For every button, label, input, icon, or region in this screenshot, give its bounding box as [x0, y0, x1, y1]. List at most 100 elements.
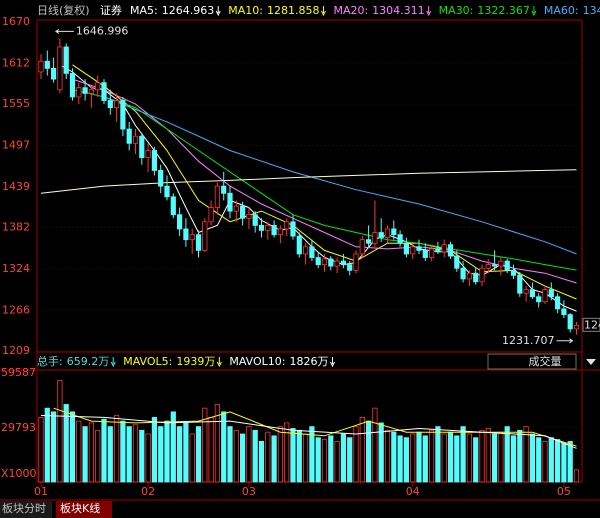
- candle-body: [435, 248, 441, 253]
- candle-body: [164, 185, 170, 198]
- volume-bar: [296, 429, 302, 483]
- candle-body: [296, 235, 302, 255]
- legend-value: 1939万: [176, 355, 215, 368]
- selector-arrow[interactable]: [586, 359, 596, 365]
- volume-bar: [479, 429, 485, 483]
- candle-body: [321, 258, 328, 266]
- volume-bar: [340, 433, 347, 483]
- down-arrow: [330, 357, 335, 368]
- candle-body: [473, 272, 479, 283]
- candle-body: [573, 324, 580, 330]
- volume-bar: [170, 411, 176, 483]
- volume-bar: [561, 442, 567, 483]
- tab[interactable]: 板块分时: [2, 501, 46, 515]
- candle-body: [239, 205, 246, 219]
- volume-bar: [214, 404, 220, 483]
- candle-body: [208, 207, 214, 223]
- volume-bar: [208, 416, 214, 483]
- candle-body: [107, 100, 113, 109]
- candle-body: [441, 244, 447, 253]
- volume-bar: [353, 426, 359, 483]
- volume-bar: [246, 426, 252, 483]
- panel-selector[interactable]: [487, 353, 577, 370]
- volume-bar: [145, 433, 151, 483]
- legend-name: MAVOL10:: [229, 355, 285, 368]
- volume-bar: [328, 435, 334, 483]
- legend-name: MAVOL5:: [123, 355, 172, 368]
- panel-selector-label[interactable]: 成交量: [529, 354, 562, 368]
- candle-body: [170, 196, 176, 216]
- candle-body: [347, 264, 353, 271]
- candle-body: [145, 150, 151, 158]
- candle-body: [561, 308, 567, 316]
- volume-bar: [422, 435, 428, 483]
- volume-bar: [315, 437, 321, 483]
- candle-body: [101, 82, 107, 101]
- candle-body: [391, 228, 397, 236]
- volume-bar: [44, 407, 50, 483]
- volume-bar: [321, 439, 328, 483]
- candle-body: [214, 185, 220, 208]
- y-tick-label: 1382: [2, 221, 30, 234]
- tab-bg-active[interactable]: [56, 501, 112, 518]
- volume-bar: [372, 407, 378, 483]
- volume-bar: [252, 429, 258, 483]
- candle-body: [378, 232, 384, 238]
- candle-body: [246, 214, 252, 219]
- candle-body: [353, 253, 359, 271]
- x-tick-label: 02: [141, 485, 155, 498]
- candle-body: [328, 258, 334, 267]
- candle-body: [397, 234, 403, 244]
- y-tick-label: 1555: [2, 97, 30, 110]
- volume-bar: [271, 435, 277, 483]
- volume-bar: [51, 411, 57, 483]
- volume-bar: [384, 429, 391, 483]
- volume-bar: [428, 429, 435, 483]
- y-tick-label: 1612: [2, 56, 30, 69]
- candle-body: [258, 224, 265, 231]
- x-tick-label: 03: [242, 485, 256, 498]
- max-pointer: [54, 29, 74, 34]
- volume-bar: [454, 435, 460, 483]
- candle-body: [277, 228, 284, 236]
- legend-name: MA30:: [439, 4, 474, 17]
- volume-bar: [126, 426, 132, 483]
- y-tick-label: 59587: [1, 366, 36, 379]
- volume-bar: [95, 429, 101, 483]
- candle-body: [315, 257, 321, 266]
- candle-body: [176, 214, 183, 230]
- candle-body: [365, 239, 372, 244]
- volume-bar: [529, 433, 536, 483]
- volume-bar: [258, 440, 265, 483]
- candle-body: [454, 255, 460, 269]
- candle-body: [271, 224, 277, 236]
- legend-name: MA60:: [544, 4, 579, 17]
- candle-body: [567, 314, 573, 330]
- candle-body: [120, 100, 126, 130]
- volume-bar: [69, 411, 76, 483]
- candle-body: [114, 100, 120, 109]
- volume-bar: [101, 418, 107, 483]
- candle-body: [479, 267, 485, 283]
- legend-name: MA10:: [228, 4, 263, 17]
- candle-body: [340, 260, 347, 266]
- candle-body: [76, 87, 82, 98]
- candle-body: [416, 246, 422, 251]
- candle-body: [498, 260, 504, 267]
- candle-body: [491, 264, 498, 267]
- y-tick-label: 1209: [2, 344, 30, 357]
- legend-value: 1826万: [290, 355, 329, 368]
- candle-body: [195, 234, 202, 251]
- candle-body: [334, 260, 340, 267]
- tab-bg[interactable]: [0, 501, 52, 518]
- candle-body: [265, 224, 271, 231]
- ma-line: [72, 89, 577, 271]
- candle-body: [95, 82, 101, 91]
- volume-bar: [183, 422, 189, 483]
- volume-bar: [309, 426, 315, 483]
- volume-bar: [435, 426, 441, 483]
- unit-label: X1000: [1, 467, 37, 480]
- tab-active[interactable]: 板块K线: [60, 501, 100, 515]
- candle-body: [51, 67, 57, 80]
